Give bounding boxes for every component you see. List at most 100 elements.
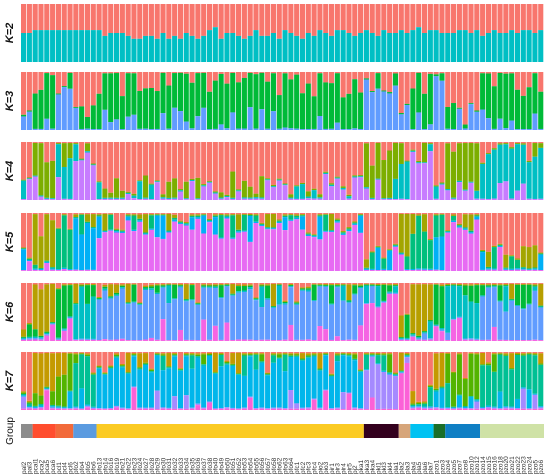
bar-segment [282, 283, 288, 301]
group-bar-group-8 [410, 424, 434, 438]
bar-segment [439, 331, 445, 341]
bar-segment [474, 216, 480, 220]
sample-tick-label: pca2 [38, 460, 45, 474]
bar-segment [288, 219, 294, 221]
bar-segment [538, 305, 544, 307]
bar-segment [340, 233, 346, 235]
bar-segment [334, 284, 340, 286]
bar-segment [381, 355, 387, 371]
bar-segment [44, 4, 50, 31]
bar-segment [398, 113, 404, 115]
bar-segment [387, 354, 393, 373]
sample-tick-label: pfo19 [114, 457, 121, 474]
bar-segment [509, 148, 515, 199]
bar-segment [212, 193, 218, 200]
bar-segment [113, 284, 120, 293]
bar-segment [480, 364, 486, 366]
bar-segment [224, 215, 230, 217]
bar-segment [189, 283, 195, 285]
bar-segment [398, 373, 404, 410]
bar-segment [369, 33, 375, 62]
bar-segment [90, 285, 96, 297]
bar-segment [189, 72, 195, 83]
bar-segment [305, 283, 311, 287]
bar-segment [96, 181, 102, 183]
bar-segment [514, 353, 521, 355]
bar-segment [520, 267, 526, 269]
bar-segment [468, 396, 474, 397]
bar-segment [108, 368, 114, 408]
bar-segment [485, 142, 491, 154]
bar-segment [491, 326, 497, 341]
bar-segment [305, 356, 311, 358]
bar-segment [241, 284, 247, 286]
bar-segment [166, 284, 172, 286]
bar-segment [456, 352, 462, 354]
bar-segment [462, 295, 468, 339]
bar-segment [520, 308, 526, 310]
bar-segment [73, 304, 79, 340]
bar-segment [392, 373, 399, 375]
bar-segment [73, 363, 79, 407]
bar-segment [206, 354, 213, 355]
bar-segment [398, 252, 404, 254]
bar-segment [427, 73, 433, 125]
bar-segment [427, 384, 433, 386]
bar-segment [398, 371, 404, 372]
bar-segment [96, 215, 102, 217]
bar-segment [439, 387, 445, 389]
sample-tick-label: pfo58 [271, 457, 278, 474]
bar-segment [84, 116, 91, 129]
bar-segment [363, 79, 369, 130]
bar-segment [358, 33, 364, 62]
bar-segment [456, 182, 462, 200]
bar-segment [201, 364, 207, 366]
bar-segment [416, 337, 422, 339]
bar-segment [416, 72, 422, 113]
bar-segment [433, 213, 439, 215]
bar-segment [236, 142, 242, 190]
bar-segment [439, 386, 445, 388]
bar-segment [491, 286, 497, 288]
bar-segment [497, 182, 503, 200]
bar-segment [32, 284, 38, 330]
bar-segment [253, 198, 259, 200]
bar-segment [270, 307, 276, 308]
bar-segment [328, 184, 335, 187]
bar-segment [160, 355, 166, 371]
bar-segment [73, 214, 79, 218]
bar-segment [340, 186, 346, 188]
bar-segment [404, 353, 410, 355]
bar-segment [346, 228, 352, 230]
bar-segment [520, 144, 526, 184]
bar-segment [538, 253, 544, 255]
bar-segment [160, 197, 166, 199]
bar-segment [398, 253, 404, 255]
bar-segment [172, 299, 178, 341]
bar-segment [427, 387, 433, 407]
bar-segment [363, 188, 369, 200]
bar-segment [317, 30, 323, 62]
bar-segment [462, 228, 468, 230]
bar-segment [421, 403, 428, 407]
sample-tick-label: pcal1 [33, 458, 40, 474]
bar-segment [206, 339, 213, 341]
bar-segment [462, 379, 468, 406]
bar-segment [148, 352, 154, 369]
bar-segment [346, 339, 352, 341]
bar-segment [96, 182, 102, 200]
bar-segment [439, 80, 445, 130]
bar-segment [183, 225, 189, 271]
bar-segment [514, 142, 521, 144]
bar-segment [113, 283, 120, 285]
bar-segment [358, 142, 364, 176]
bar-segment [102, 290, 108, 340]
bar-segment [346, 392, 352, 394]
bar-segment [55, 338, 61, 340]
bar-segment [108, 366, 114, 368]
bar-segment [32, 407, 38, 409]
bar-segment [195, 302, 201, 304]
bar-segment [108, 230, 114, 271]
bar-segment [392, 213, 399, 244]
bar-segment [451, 213, 457, 215]
